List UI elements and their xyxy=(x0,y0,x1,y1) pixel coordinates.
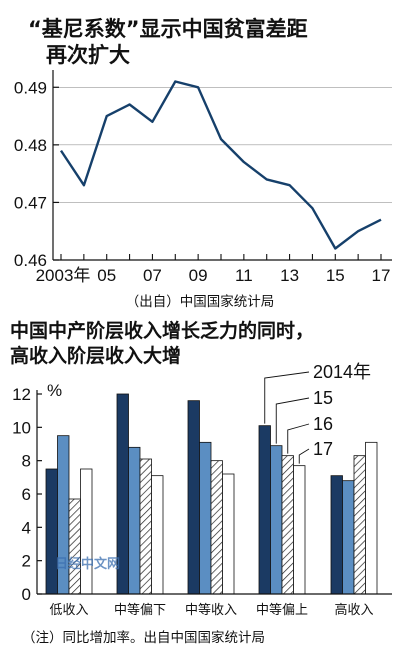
income-y-ticks: 0 2 4 6 8 10 12 xyxy=(12,385,42,604)
bar-4-2 xyxy=(270,445,283,595)
income-unit: % xyxy=(47,381,62,400)
legend-leader-line xyxy=(264,371,310,424)
income-title-line2: 高收入阶层收入大增 xyxy=(10,344,181,367)
bar-3-1 xyxy=(187,400,200,595)
watermark: 日经中文网 xyxy=(55,556,120,572)
gini-x-tick-label: 15 xyxy=(326,266,345,285)
income-note: （注）同比增加率。出自中国国家统计局 xyxy=(22,629,265,646)
gini-x-tick-label: 2003年 xyxy=(36,266,91,285)
income-y-tick-label: 6 xyxy=(22,485,31,504)
gini-x-tick-label: 09 xyxy=(189,266,208,285)
bar-2-3 xyxy=(139,458,152,595)
legend-leader-line xyxy=(287,423,310,454)
income-bars xyxy=(45,393,378,595)
bar-1-3 xyxy=(68,498,81,595)
bar-5-4 xyxy=(365,441,378,595)
gini-source: （出自）中国国家统计局 xyxy=(126,293,275,310)
legend-label: 15 xyxy=(313,388,333,408)
gini-x-tick-label: 07 xyxy=(143,266,162,285)
bar-2-2 xyxy=(128,446,141,595)
bar-5-2 xyxy=(342,480,355,595)
income-category-label: 中等偏下 xyxy=(114,602,166,618)
legend-leader-line xyxy=(275,397,310,444)
bar-1-1 xyxy=(45,468,58,595)
legend-label: 2014年 xyxy=(313,362,371,382)
bar-4-4 xyxy=(293,465,306,595)
legend-label: 17 xyxy=(313,439,333,459)
income-category-label: 中等收入 xyxy=(185,602,237,618)
gini-title-line1: “基尼系数”显示中国贫富差距 xyxy=(28,17,308,41)
bar-5-1 xyxy=(330,475,343,595)
gini-series-line xyxy=(59,80,382,250)
income-categories: 低收入 中等偏下 中等收入 中等偏上 高收入 xyxy=(49,602,373,618)
income-y-tick-label: 4 xyxy=(22,518,31,537)
income-category-label: 中等偏上 xyxy=(256,602,308,618)
income-y-tick-label: 2 xyxy=(22,552,31,571)
gini-x-tick-label: 17 xyxy=(372,266,391,285)
bar-3-4 xyxy=(222,473,235,595)
gini-gridlines xyxy=(53,86,392,261)
legend-leader-line xyxy=(298,448,310,464)
income-y-tick-label: 0 xyxy=(22,585,31,604)
income-legend: 2014年 15 16 17 xyxy=(264,362,371,464)
gini-y-tick-label: 0.46 xyxy=(14,251,47,270)
bar-3-2 xyxy=(199,441,212,595)
bar-4-3 xyxy=(281,455,294,595)
gini-y-ticks: 0.49 0.48 0.47 0.46 xyxy=(14,78,59,270)
income-y-tick-label: 8 xyxy=(22,452,31,471)
income-category-label: 高收入 xyxy=(334,602,373,618)
gini-x-tick-label: 11 xyxy=(235,266,253,285)
income-y-tick-label: 10 xyxy=(12,418,31,437)
gini-title-line2: 再次扩大 xyxy=(46,43,130,67)
gini-x-tick-label: 05 xyxy=(97,266,116,285)
income-category-label: 低收入 xyxy=(49,603,88,618)
income-title-line1: 中国中产阶层收入增长乏力的同时， xyxy=(10,319,314,342)
legend-label: 16 xyxy=(313,414,333,434)
bar-1-4 xyxy=(80,468,93,595)
gini-y-tick-label: 0.47 xyxy=(14,193,47,212)
income-y-tick-label: 12 xyxy=(12,385,31,404)
gini-x-tick-label: 13 xyxy=(280,266,299,285)
gini-x-ticks: 2003年 05 07 09 11 13 15 17 xyxy=(36,254,391,285)
gini-chart: “基尼系数”显示中国贫富差距 再次扩大 0.49 0.48 0.47 0.46 200… xyxy=(14,17,392,310)
gini-y-tick-label: 0.48 xyxy=(14,136,47,155)
income-chart: 中国中产阶层收入增长乏力的同时， 高收入阶层收入大增 % 0 2 4 6 8 10 12 低… xyxy=(10,319,392,646)
bar-5-3 xyxy=(353,455,366,595)
bar-3-3 xyxy=(210,460,223,595)
gini-y-tick-label: 0.49 xyxy=(14,78,47,97)
bar-4-1 xyxy=(258,425,271,595)
bar-2-4 xyxy=(151,475,164,595)
